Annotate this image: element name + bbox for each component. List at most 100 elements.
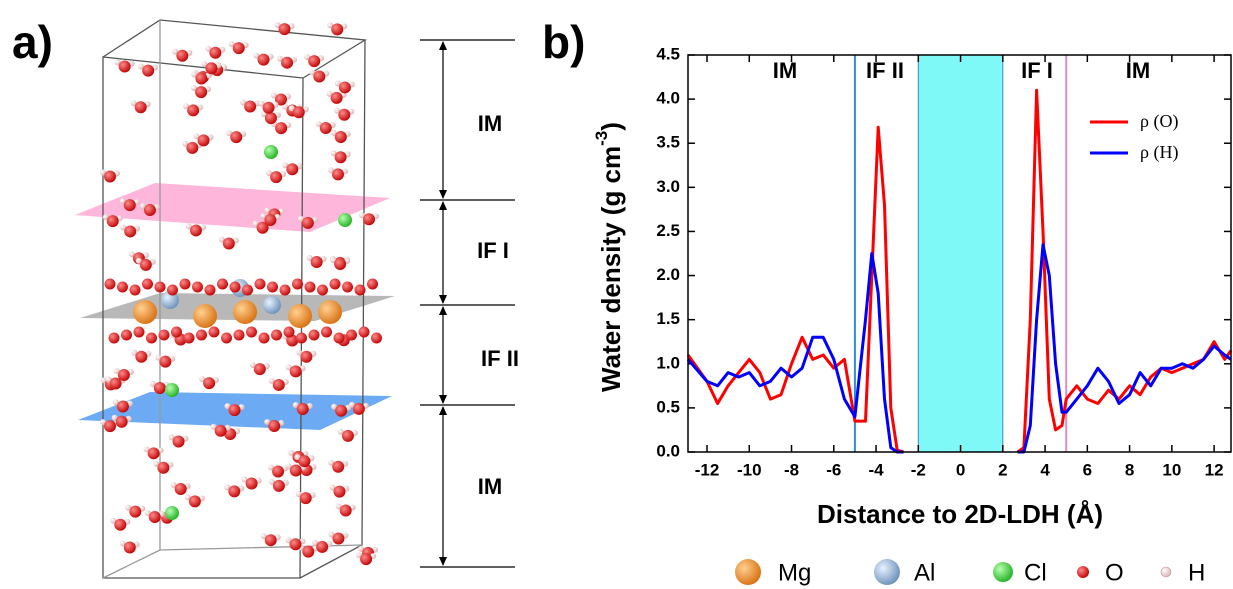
legend-label: ρ (O) — [1140, 111, 1178, 132]
x-tick-label: 8 — [1125, 460, 1134, 479]
oxygen — [302, 545, 315, 558]
oxygen — [338, 108, 351, 121]
oxygen — [310, 256, 323, 269]
hydrogen — [144, 510, 151, 517]
hydrogen — [111, 414, 118, 421]
hydrogen — [114, 59, 121, 66]
y-tick-label: 3.0 — [656, 177, 680, 196]
y-tick-label: 4.0 — [656, 89, 680, 108]
oxygen — [188, 495, 201, 508]
hydroxyl — [292, 278, 303, 290]
hydroxyl — [196, 329, 207, 341]
oxygen — [264, 214, 277, 227]
hydroxyl — [246, 326, 257, 338]
x-tick-label: -8 — [784, 460, 799, 479]
oxygen — [103, 420, 116, 433]
oxygen — [272, 378, 285, 391]
hydrogen — [191, 71, 198, 78]
oxygen — [281, 56, 294, 69]
hydrogen — [168, 434, 175, 441]
chloride — [165, 506, 179, 520]
hydroxyl — [233, 329, 245, 341]
oxygen — [123, 541, 136, 554]
y-tick-label: 1.5 — [656, 309, 680, 328]
y-tick-label: 0.5 — [656, 397, 680, 416]
legend-label: ρ (H) — [1140, 142, 1178, 163]
x-tick-label: 6 — [1083, 460, 1092, 479]
oxygen — [232, 42, 245, 55]
hydroxyl — [158, 329, 170, 341]
hydrogen — [183, 103, 190, 110]
x-tick-label: -2 — [911, 460, 926, 479]
metal — [193, 304, 217, 328]
hydroxyl — [117, 281, 128, 293]
hydrogen — [296, 349, 303, 356]
atom-label: Al — [914, 559, 935, 586]
hydrogen — [274, 22, 281, 29]
hydrogen — [334, 107, 341, 114]
hydroxyl — [208, 326, 220, 338]
atom-legend: Mg Al Cl O H — [735, 559, 1205, 586]
region-label: IM — [478, 111, 502, 136]
hydroxyl — [129, 284, 141, 296]
hydroxyl — [217, 278, 228, 290]
oxygen — [332, 532, 345, 545]
hydrogen — [337, 428, 344, 435]
hydrogen — [268, 377, 275, 384]
oxygen — [333, 485, 346, 498]
y-tick-label: 1.0 — [656, 353, 680, 372]
hydrogen — [184, 494, 191, 501]
atom-icon — [735, 559, 761, 585]
hydrogen — [282, 103, 289, 110]
x-tick-label: 2 — [998, 460, 1007, 479]
oxygen — [176, 49, 189, 62]
hydrogen — [328, 459, 335, 466]
hydrogen — [288, 449, 295, 456]
x-tick-label: -12 — [695, 460, 720, 479]
hydrogen — [330, 257, 337, 264]
x-tick-label: -10 — [737, 460, 762, 479]
hydrogen — [252, 220, 259, 227]
oxygen — [186, 141, 199, 154]
oxygen — [289, 538, 302, 551]
hydrogen — [240, 99, 247, 106]
oxygen — [257, 53, 270, 66]
oxygen — [114, 518, 127, 531]
hydrogen — [331, 403, 338, 410]
oxygen — [224, 428, 237, 441]
hydrogen — [102, 214, 109, 221]
hydrogen — [172, 48, 179, 55]
hydrogen — [128, 251, 135, 258]
hydroxyl — [133, 326, 145, 338]
hydrogen — [266, 170, 273, 177]
oxygen — [209, 46, 222, 59]
y-axis-title-part: Water density (g cm — [596, 146, 626, 392]
oxygen — [319, 121, 332, 134]
hydrogen — [285, 537, 292, 544]
x-tick-label: 0 — [956, 460, 965, 479]
oxygen — [339, 504, 352, 517]
structure-panel: a) IM IF I IF II IM — [12, 16, 519, 579]
hydrogen — [264, 418, 271, 425]
panel-label: b) — [542, 16, 585, 68]
hydrogen — [288, 105, 295, 112]
oxygen — [301, 216, 314, 229]
hydroxyl — [296, 332, 307, 344]
data-line — [686, 243, 1232, 454]
hydrogen — [335, 503, 342, 510]
hydrogen — [100, 169, 107, 176]
oxygen — [264, 112, 277, 125]
hydroxyl — [183, 332, 195, 344]
hydrogen — [228, 41, 235, 48]
atoms — [99, 22, 382, 566]
oxygen — [334, 151, 347, 164]
hydrogen — [110, 517, 117, 524]
oxygen — [360, 553, 373, 566]
oxygen — [189, 224, 202, 237]
atom-label: O — [1105, 559, 1124, 586]
oxygen — [262, 101, 275, 114]
hydroxyl — [267, 281, 278, 293]
oxygen — [292, 106, 305, 119]
hydrogen — [292, 402, 299, 409]
